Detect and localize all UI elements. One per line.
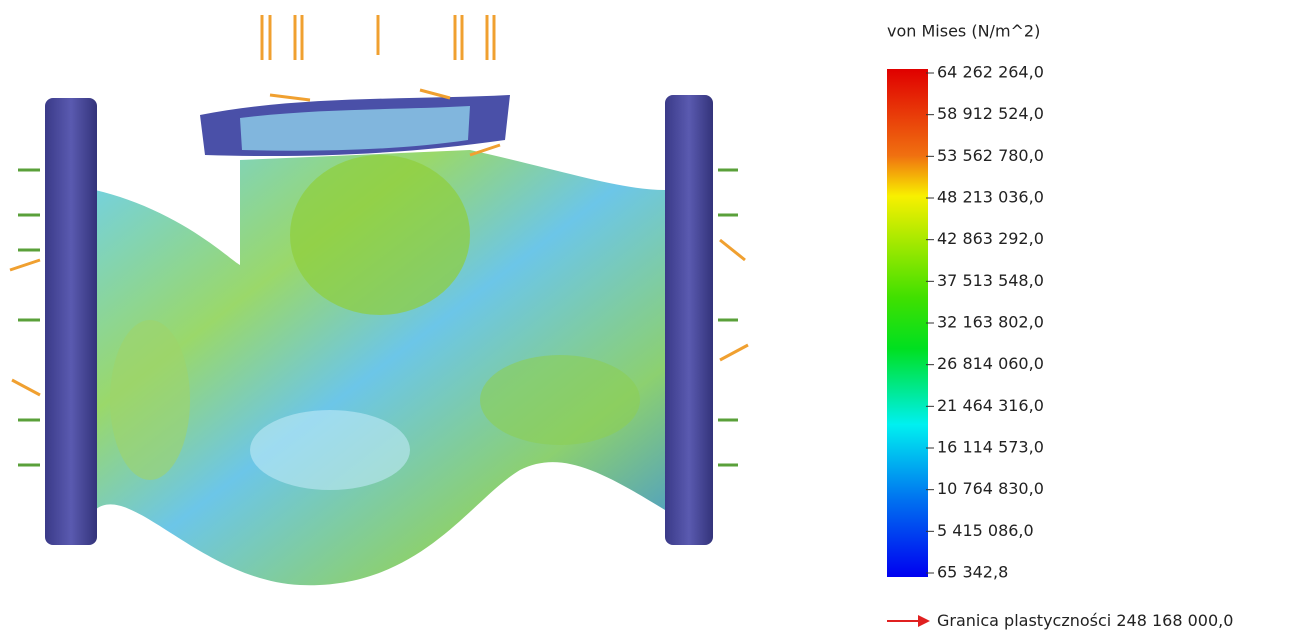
tick-label: 64 262 264,0 bbox=[937, 63, 1044, 82]
yield-arrow-head bbox=[918, 615, 930, 627]
tick-label: 58 912 524,0 bbox=[937, 104, 1044, 123]
tick-label: 10 764 830,0 bbox=[937, 479, 1044, 498]
tick-label: 53 562 780,0 bbox=[937, 146, 1044, 165]
yield-value: 248 168 000,0 bbox=[1116, 611, 1233, 630]
legend-title: von Mises (N/m^2) bbox=[887, 22, 1040, 41]
tick-label: 48 213 036,0 bbox=[937, 188, 1044, 207]
tick-label: 21 464 316,0 bbox=[937, 396, 1044, 415]
tick-label: 32 163 802,0 bbox=[937, 313, 1044, 332]
yield-label: Granica plastyczności 248 168 000,0 bbox=[937, 611, 1233, 630]
tick-label: 42 863 292,0 bbox=[937, 229, 1044, 248]
tick-label: 37 513 548,0 bbox=[937, 271, 1044, 290]
page: von Mises (N/m^2) 64 262 264,0 58 912 524… bbox=[0, 0, 1291, 630]
tick-label: 65 342,8 bbox=[937, 563, 1008, 582]
color-bar bbox=[887, 69, 928, 577]
yield-text: Granica plastyczności bbox=[937, 611, 1111, 630]
valve-model bbox=[10, 15, 748, 585]
tick-label: 5 415 086,0 bbox=[937, 521, 1034, 540]
legend: von Mises (N/m^2) 64 262 264,0 58 912 524… bbox=[887, 22, 1233, 630]
tick-label: 16 114 573,0 bbox=[937, 438, 1044, 457]
tick-label: 26 814 060,0 bbox=[937, 354, 1044, 373]
legend-ticks: 64 262 264,0 58 912 524,0 53 562 780,0 48 2… bbox=[926, 63, 1044, 582]
